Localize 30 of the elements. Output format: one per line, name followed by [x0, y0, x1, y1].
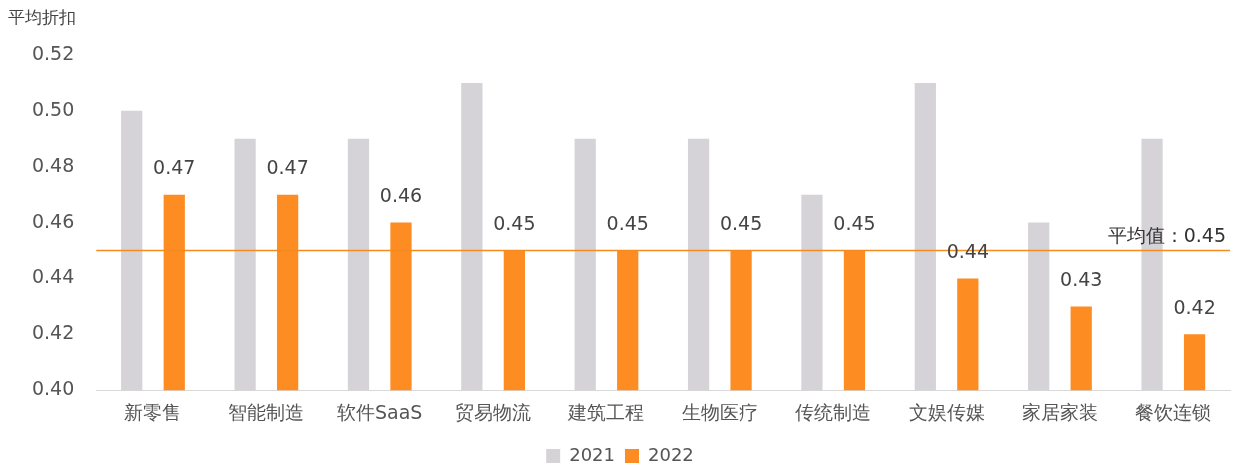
x-tick-label: 建筑工程	[567, 400, 645, 423]
data-label: 0.45	[493, 211, 536, 234]
x-tick-label: 贸易物流	[455, 400, 532, 423]
data-label: 0.43	[1060, 267, 1103, 290]
y-tick-label: 0.44	[31, 265, 75, 288]
y-tick-label: 0.48	[31, 153, 75, 176]
x-tick-label: 新零售	[124, 400, 182, 423]
data-label: 0.47	[153, 156, 196, 179]
ref-line-label: 平均值：0.45	[1107, 223, 1226, 246]
legend-label: 2021	[569, 443, 615, 465]
x-tick-label: 家居家装	[1021, 400, 1098, 423]
data-label: 0.45	[606, 211, 649, 234]
data-label: 0.45	[719, 211, 763, 234]
x-tick-label: 餐饮连锁	[1135, 400, 1212, 423]
data-label: 0.42	[1173, 295, 1216, 318]
x-tick-label: 生物医疗	[681, 400, 758, 423]
x-tick-label: 文娱传媒	[908, 400, 985, 423]
y-tick-label: 0.46	[31, 209, 75, 232]
data-label: 0.46	[379, 184, 423, 207]
x-tick-label: 智能制造	[228, 400, 305, 423]
y-tick-label: 0.42	[31, 321, 75, 344]
y-tick-label: 0.40	[31, 377, 75, 400]
x-tick-label: 传统制造	[795, 400, 872, 423]
x-tick-label: 软件SaaS	[337, 400, 423, 423]
legend-label: 2022	[648, 443, 694, 465]
data-label: 0.47	[266, 156, 309, 179]
y-axis-title: 平均折扣	[8, 6, 76, 27]
y-tick-label: 0.52	[31, 41, 75, 64]
data-label: 0.45	[833, 211, 876, 234]
y-tick-label: 0.50	[31, 97, 75, 120]
